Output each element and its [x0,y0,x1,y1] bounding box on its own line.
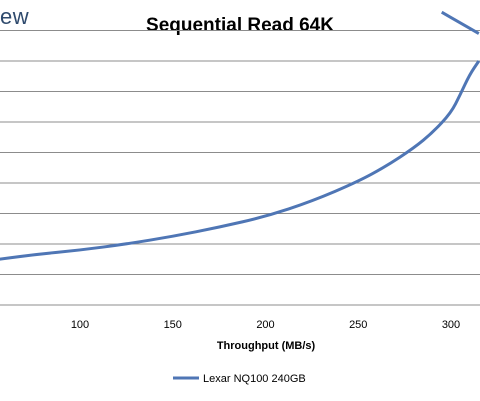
legend-label: Lexar NQ100 240GB [203,373,306,385]
x-tick-label: 150 [164,319,182,331]
x-axis-ticks: 100 150 200 250 300 [71,319,460,331]
x-tick-label: 200 [256,319,274,331]
x-tick-label: 300 [442,319,460,331]
brand-logo-text: ew [0,4,30,29]
x-axis-label: Throughput (MB/s) [217,340,316,352]
grid-lines [0,30,480,306]
series-line-0 [0,60,480,261]
series-line-1 [440,10,480,35]
x-tick-label: 100 [71,319,89,331]
series-layer [0,10,480,261]
x-tick-label: 250 [349,319,367,331]
chart-title: Sequential Read 64K [146,15,334,36]
legend: Lexar NQ100 240GB [173,373,306,385]
